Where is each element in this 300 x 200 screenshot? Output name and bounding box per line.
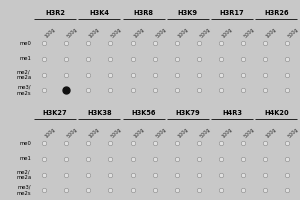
Text: me0: me0 — [20, 41, 31, 46]
Text: H3K79: H3K79 — [176, 110, 200, 116]
Text: 100g: 100g — [177, 26, 189, 39]
Text: H4K20: H4K20 — [264, 110, 289, 116]
Text: 500g: 500g — [110, 26, 123, 39]
Text: H3K56: H3K56 — [131, 110, 156, 116]
Text: 500g: 500g — [199, 26, 211, 39]
Text: 100g: 100g — [133, 26, 145, 39]
Text: 100g: 100g — [221, 26, 233, 39]
Text: 100g: 100g — [177, 126, 189, 139]
Text: 500g: 500g — [66, 126, 79, 139]
Text: 500g: 500g — [199, 126, 211, 139]
Text: 500g: 500g — [243, 26, 256, 39]
Text: 500g: 500g — [287, 26, 300, 39]
Text: H3R2: H3R2 — [45, 10, 65, 16]
Text: 500g: 500g — [155, 26, 167, 39]
Text: 100g: 100g — [265, 26, 278, 39]
Text: 500g: 500g — [155, 126, 167, 139]
Text: me1: me1 — [20, 56, 31, 61]
Text: H4R3: H4R3 — [222, 110, 242, 116]
Text: 500g: 500g — [287, 126, 300, 139]
Text: 500g: 500g — [243, 126, 256, 139]
Text: H3R17: H3R17 — [220, 10, 244, 16]
Text: me3/
me2s: me3/ me2s — [17, 185, 31, 196]
Text: 500g: 500g — [66, 26, 79, 39]
Text: 100g: 100g — [88, 26, 101, 39]
Text: H3R26: H3R26 — [264, 10, 289, 16]
Text: 100g: 100g — [44, 126, 56, 139]
Text: 500g: 500g — [110, 126, 123, 139]
Text: H3K4: H3K4 — [89, 10, 110, 16]
Text: me0: me0 — [20, 141, 31, 146]
Text: H3K27: H3K27 — [43, 110, 68, 116]
Text: 100g: 100g — [44, 26, 56, 39]
Text: me2/
me2a: me2/ me2a — [16, 169, 31, 180]
Text: 100g: 100g — [133, 126, 145, 139]
Text: 100g: 100g — [88, 126, 101, 139]
Text: me3/
me2s: me3/ me2s — [17, 85, 31, 96]
Text: H3R8: H3R8 — [134, 10, 154, 16]
Text: H3K38: H3K38 — [87, 110, 112, 116]
Text: 100g: 100g — [221, 126, 233, 139]
Text: 100g: 100g — [265, 126, 278, 139]
Text: H3K9: H3K9 — [178, 10, 198, 16]
Text: me1: me1 — [20, 156, 31, 161]
Text: me2/
me2a: me2/ me2a — [16, 69, 31, 80]
